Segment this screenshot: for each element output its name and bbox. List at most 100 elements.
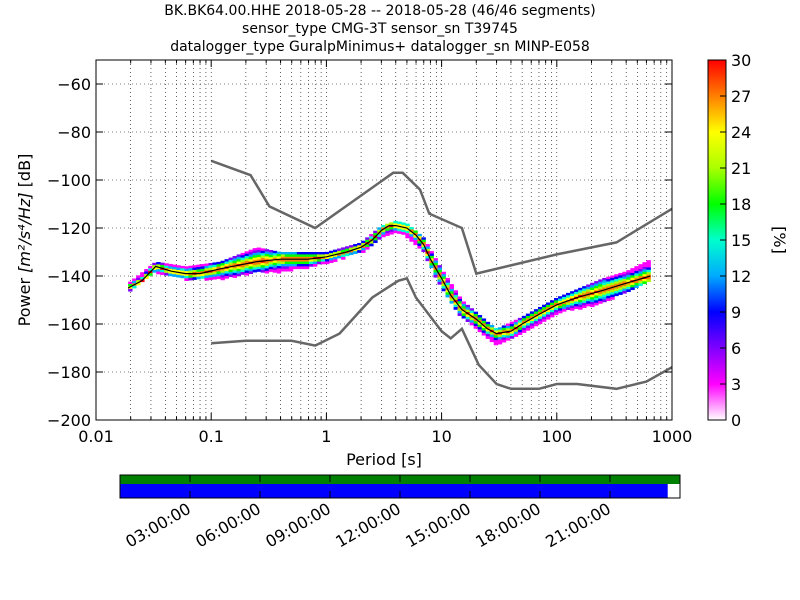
psd-cell bbox=[248, 264, 254, 267]
colorbar-tick-label: 21 bbox=[731, 159, 751, 178]
psd-cell bbox=[513, 322, 519, 325]
psd-cell bbox=[570, 293, 575, 297]
psd-cell bbox=[634, 270, 639, 274]
psd-cell bbox=[610, 297, 615, 300]
psd-cell bbox=[562, 301, 567, 305]
psd-cell bbox=[602, 285, 607, 288]
psd-cell bbox=[461, 301, 467, 305]
psd-cell bbox=[256, 261, 262, 265]
x-tick-label: 0.01 bbox=[78, 427, 114, 446]
psd-cell bbox=[421, 237, 426, 241]
psd-cell bbox=[566, 304, 571, 308]
psd-cell bbox=[598, 293, 603, 297]
psd-cell bbox=[558, 298, 563, 302]
psd-cell bbox=[353, 244, 358, 247]
psd-cell bbox=[324, 259, 330, 262]
psd-cell bbox=[401, 227, 406, 230]
psd-cell bbox=[517, 332, 523, 335]
psd-cell bbox=[634, 266, 639, 269]
psd-cell bbox=[389, 229, 394, 233]
psd-cell bbox=[485, 336, 491, 339]
psd-cell bbox=[312, 264, 318, 267]
psd-cell bbox=[260, 260, 266, 264]
psd-cell bbox=[160, 265, 165, 268]
psd-cell bbox=[308, 261, 314, 265]
psd-cell bbox=[176, 274, 181, 278]
psd-cell bbox=[316, 252, 322, 255]
psd-cell bbox=[204, 265, 209, 269]
psd-cell bbox=[513, 334, 519, 337]
psd-cell bbox=[445, 289, 450, 293]
timeline-tick-label: 03:00:00 bbox=[122, 499, 194, 551]
psd-cell bbox=[441, 274, 446, 277]
psd-cell bbox=[537, 318, 543, 322]
psd-cell bbox=[437, 267, 442, 271]
psd-cell bbox=[264, 261, 270, 264]
psd-cell bbox=[212, 274, 217, 278]
psd-cell bbox=[256, 252, 262, 256]
psd-cell bbox=[280, 254, 286, 258]
psd-cell bbox=[598, 286, 603, 290]
psd-cell bbox=[441, 276, 446, 280]
psd-cell bbox=[252, 248, 258, 251]
x-tick-label: 1000 bbox=[652, 427, 693, 446]
psd-cell bbox=[204, 268, 209, 272]
psd-cell bbox=[333, 249, 338, 253]
psd-cell bbox=[240, 260, 246, 263]
psd-cell bbox=[304, 256, 310, 260]
psd-cell bbox=[554, 298, 559, 301]
psd-cell bbox=[549, 309, 555, 313]
psd-cell bbox=[152, 262, 157, 266]
colorbar-tick-label: 9 bbox=[731, 303, 741, 322]
psd-cell bbox=[614, 281, 619, 285]
psd-cell bbox=[578, 297, 583, 301]
psd-cell bbox=[304, 261, 310, 265]
psd-cell bbox=[365, 246, 370, 250]
psd-cell bbox=[236, 273, 242, 277]
psd-cell bbox=[156, 266, 161, 270]
psd-cell bbox=[292, 252, 298, 255]
psd-cell bbox=[437, 279, 442, 283]
psd-cell bbox=[461, 306, 467, 309]
psd-cell bbox=[252, 267, 258, 271]
psd-cell bbox=[505, 328, 511, 332]
psd-cell bbox=[393, 228, 398, 231]
psd-cell bbox=[236, 254, 242, 258]
psd-cell bbox=[590, 301, 595, 305]
psd-cell bbox=[268, 249, 274, 253]
psd-cell bbox=[184, 278, 189, 281]
psd-cell bbox=[276, 268, 282, 272]
psd-cell bbox=[586, 289, 591, 292]
psd-cell bbox=[284, 254, 290, 258]
psd-cell bbox=[385, 233, 390, 236]
colorbar-tick-label: 30 bbox=[731, 51, 751, 70]
psd-cell bbox=[594, 281, 599, 284]
psd-cell bbox=[296, 266, 302, 270]
psd-cell bbox=[240, 264, 246, 268]
psd-cell bbox=[236, 256, 242, 260]
psd-cell bbox=[409, 234, 414, 237]
psd-cell bbox=[578, 302, 583, 305]
psd-cell bbox=[618, 282, 623, 286]
psd-cell bbox=[541, 304, 547, 308]
psd-cell bbox=[324, 254, 330, 257]
psd-cell bbox=[485, 326, 491, 330]
psd-cell bbox=[200, 266, 205, 270]
psd-cell bbox=[457, 298, 463, 302]
psd-cell bbox=[272, 262, 278, 266]
psd-cell bbox=[626, 277, 631, 281]
psd-cell bbox=[461, 311, 467, 314]
psd-cell bbox=[501, 339, 507, 343]
psd-cell bbox=[264, 256, 270, 260]
psd-cell bbox=[417, 243, 422, 247]
psd-cell bbox=[349, 252, 354, 256]
psd-cell bbox=[260, 265, 266, 268]
grid bbox=[95, 60, 672, 421]
psd-cell bbox=[224, 261, 229, 265]
psd-cell bbox=[381, 232, 386, 235]
psd-cell bbox=[264, 251, 270, 255]
psd-cell bbox=[586, 296, 591, 300]
psd-cell bbox=[272, 250, 278, 254]
psd-cell bbox=[365, 239, 370, 243]
psd-cell bbox=[220, 270, 225, 274]
